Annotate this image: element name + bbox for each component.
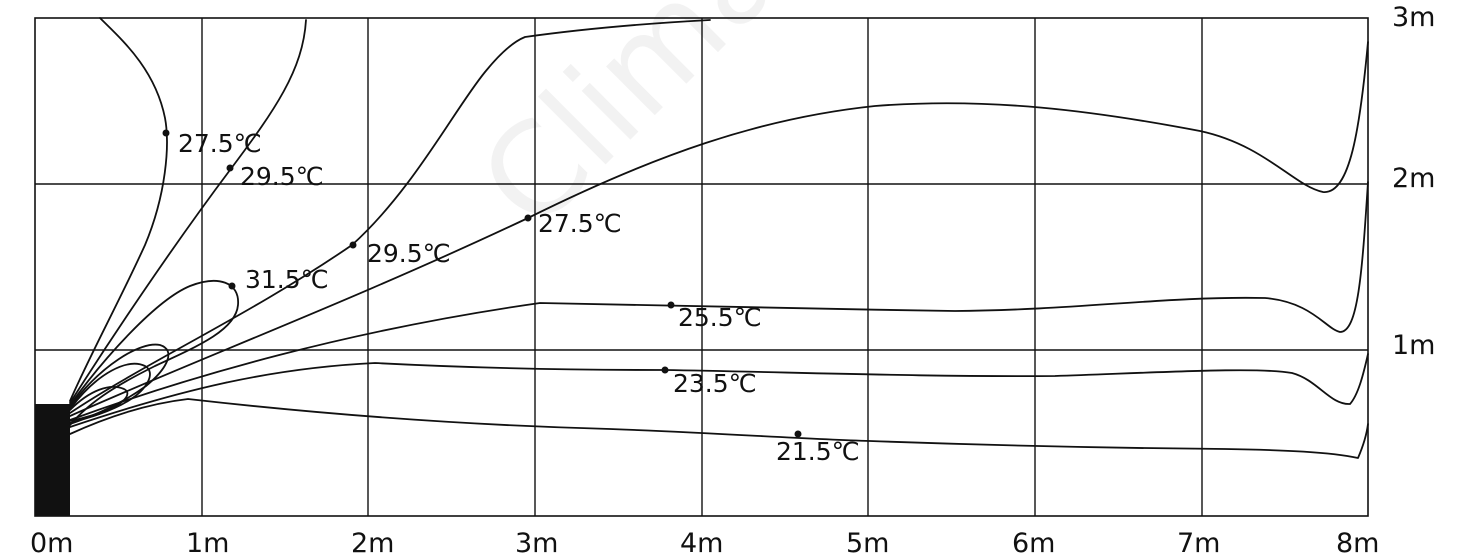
distance-axis-labels: 0m 1m 2m 3m 4m 5m 6m 7m 8m [30, 528, 1379, 557]
distance-label-2m: 2m [351, 528, 394, 557]
temperature-label-29-5-middle: 29.5℃ [367, 239, 451, 268]
marker-29-5-middle [349, 241, 357, 249]
temperature-label-27-5-top-left: 27.5℃ [178, 129, 262, 158]
distance-label-5m: 5m [846, 528, 889, 557]
curve-upper-29-5 [69, 19, 307, 404]
distance-label-1m: 1m [186, 528, 229, 557]
marker-27-5-top-left [162, 129, 170, 137]
distance-label-4m: 4m [680, 528, 723, 557]
height-label-3m: 3m [1392, 2, 1435, 33]
distance-label-0m: 0m [30, 528, 73, 557]
temperature-label-31-5: 31.5℃ [245, 265, 329, 294]
distance-label-8m: 8m [1336, 528, 1379, 557]
distance-label-7m: 7m [1177, 528, 1220, 557]
marker-23-5 [661, 366, 669, 374]
airflow-curves [69, 17, 1369, 459]
marker-29-5-upper [226, 164, 234, 172]
curve-long-27-5 [69, 41, 1369, 417]
curve-small-loop-2 [69, 362, 151, 424]
curve-outer-top-left-27-5 [69, 17, 168, 402]
curve-middle-29-5 [69, 19, 711, 414]
marker-25-5 [667, 301, 675, 309]
temperature-label-29-5-upper: 29.5℃ [240, 162, 324, 191]
curve-31-5-loop [69, 280, 239, 426]
curve-25-5 [69, 181, 1369, 421]
height-label-1m: 1m [1392, 330, 1435, 361]
marker-31-5-loop [228, 282, 236, 290]
height-axis-labels: 1m 2m 3m [1392, 2, 1435, 361]
air-outlet-block [35, 404, 70, 516]
temperature-label-21-5: 21.5℃ [776, 437, 860, 466]
grid [34, 17, 1369, 517]
temperature-label-25-5: 25.5℃ [678, 303, 762, 332]
marker-27-5-long [524, 214, 532, 222]
marker-21-5 [794, 430, 802, 438]
height-label-2m: 2m [1392, 163, 1435, 194]
distance-label-6m: 6m [1012, 528, 1055, 557]
curve-markers [162, 129, 802, 438]
temperature-label-23-5: 23.5℃ [673, 369, 757, 398]
curve-23-5 [69, 353, 1369, 428]
curve-small-loop-3 [69, 343, 170, 425]
distance-label-3m: 3m [515, 528, 558, 557]
temperature-labels: 27.5℃ 29.5℃ 31.5℃ 29.5℃ 27.5℃ 25.5℃ 23.5… [178, 129, 860, 466]
curve-21-5 [69, 398, 1369, 459]
temperature-label-27-5-long: 27.5℃ [538, 209, 622, 238]
